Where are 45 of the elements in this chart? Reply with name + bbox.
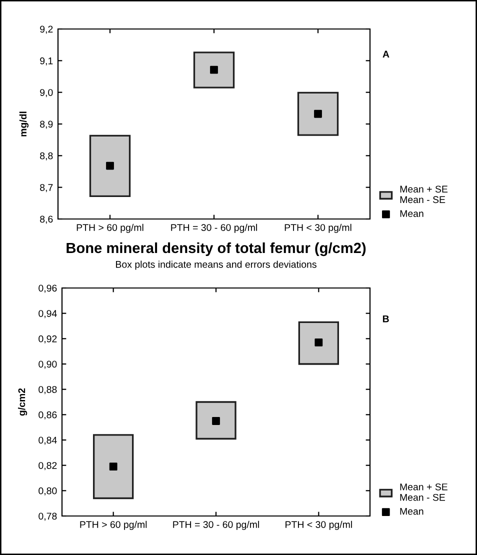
text: B — [382, 316, 389, 322]
y-tick-label: 0,92 — [38, 335, 57, 344]
point — [314, 338, 323, 346]
y-tick-label: 9,1 — [40, 57, 53, 66]
bar — [89, 134, 131, 198]
x-tick-label: PTH < 30 pg/ml — [286, 520, 352, 530]
y-tick-label: 0,96 — [38, 284, 57, 293]
chart-subtitle: Box plots indicate means and errors deviations — [116, 260, 316, 270]
point — [212, 417, 220, 425]
point — [106, 162, 114, 170]
y-axis-title: g/cm2 — [18, 388, 28, 416]
y-tick-label: 0,86 — [38, 411, 57, 420]
bar — [193, 52, 235, 88]
x-tick-label: PTH > 60 pg/ml — [76, 224, 144, 233]
x-tick-label: PTH = 30 - 60 pg/ml — [171, 224, 257, 233]
text: A — [382, 50, 390, 58]
x-tick-label: PTH < 30 pg/ml — [284, 224, 352, 233]
y-tick-label: 0,80 — [38, 487, 57, 496]
y-tick-label: 8,9 — [40, 120, 53, 129]
point — [109, 462, 118, 471]
y-tick-label: 9,0 — [40, 89, 53, 98]
y-tick-label: 0,82 — [38, 462, 57, 470]
point — [210, 66, 218, 74]
legend-label: Mean — [400, 508, 424, 515]
y-tick-label: 0,94 — [38, 310, 57, 318]
chart-title: Bone mineral density of total femur (g/cm2) — [66, 242, 366, 256]
bar — [196, 401, 236, 440]
y-tick-label: 9,2 — [40, 26, 53, 34]
y-tick-label: 0,84 — [38, 436, 57, 445]
y-tick-label: 0,88 — [38, 386, 57, 394]
bar — [298, 321, 340, 365]
legend-label: Mean — [400, 210, 424, 217]
legend-label: Mean + SE Mean - SE — [400, 186, 448, 204]
point — [314, 110, 322, 118]
y-tick-label: 8,7 — [40, 184, 53, 192]
x-tick-label: PTH = 30 - 60 pg/ml — [173, 520, 259, 530]
x-tick-label: PTH > 60 pg/ml — [80, 520, 147, 530]
legend-label: Mean + SE Mean - SE — [400, 483, 448, 501]
y-tick-label: 0,90 — [38, 360, 57, 369]
y-tick-label: 0,78 — [38, 512, 57, 521]
bar — [92, 434, 134, 500]
y-axis-title: mg/dl — [19, 112, 29, 136]
bar — [297, 92, 339, 136]
y-tick-label: 8,8 — [40, 152, 53, 160]
y-tick-label: 8,6 — [40, 216, 53, 224]
